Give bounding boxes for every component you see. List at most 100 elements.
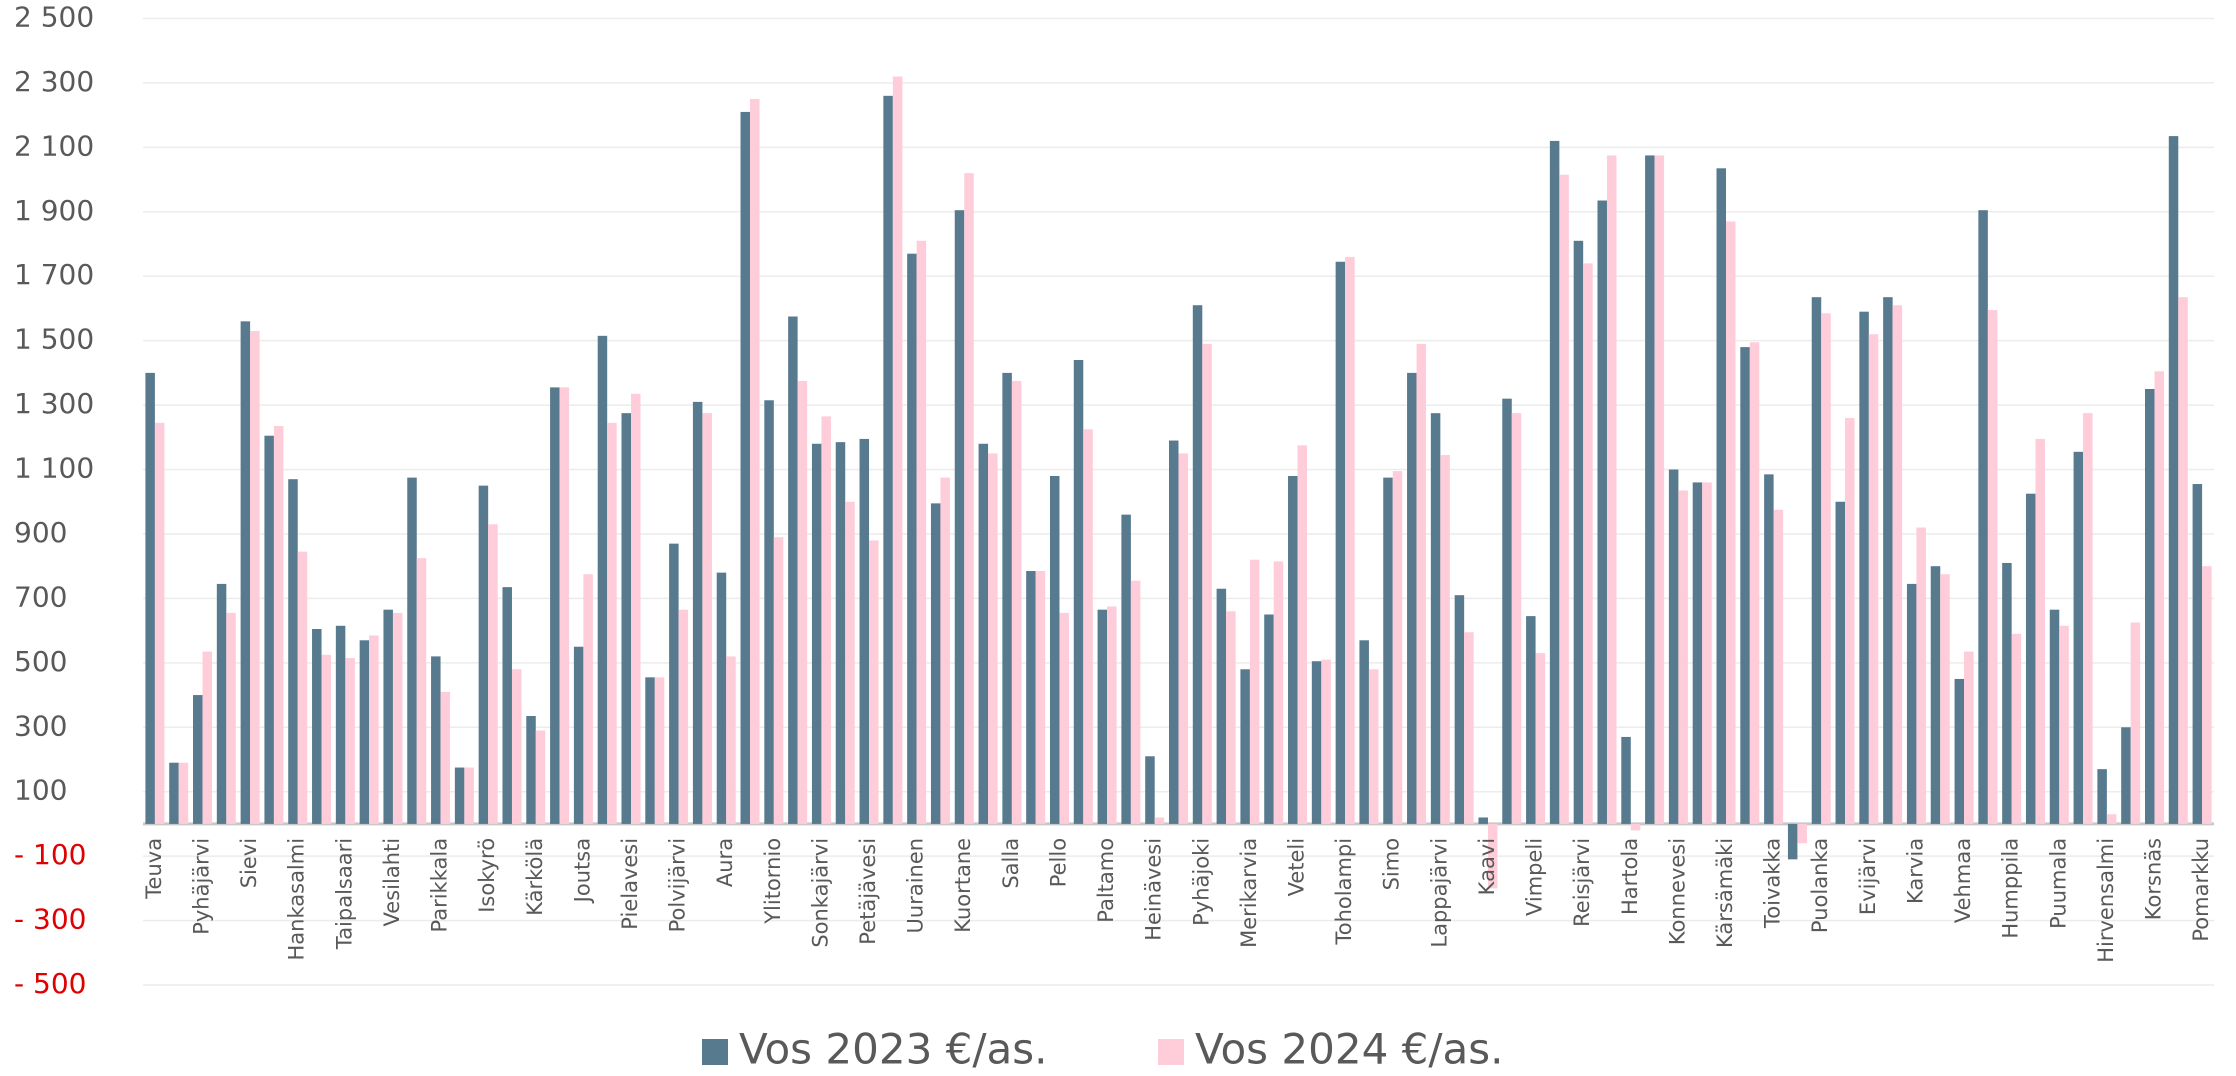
bar <box>583 574 593 824</box>
bar <box>416 558 427 824</box>
bar <box>464 767 474 824</box>
bar <box>1987 310 1998 824</box>
x-tick-label: Puolanka <box>1808 838 1832 933</box>
bar <box>1416 343 1427 824</box>
bar <box>454 767 465 824</box>
bar <box>1964 651 1974 824</box>
bar <box>2097 769 2107 824</box>
bar <box>1940 574 1950 824</box>
x-tick-label: Kuortane <box>951 838 975 933</box>
y-tick-label: 2 300 <box>14 65 94 98</box>
bar <box>369 635 379 824</box>
bar <box>1273 561 1284 824</box>
bar <box>1226 611 1236 824</box>
x-tick-label: Aura <box>713 838 737 887</box>
bar <box>954 210 965 824</box>
x-tick-label: Petäjävesi <box>856 838 880 945</box>
bar <box>1216 588 1227 824</box>
x-tick-label: Vimpeli <box>1523 838 1547 916</box>
bar <box>145 372 155 824</box>
x-tick-label: Isokyrö <box>475 838 499 913</box>
bar <box>2035 438 2045 824</box>
bar <box>1678 490 1688 824</box>
bar <box>178 762 189 824</box>
bar <box>1654 155 1665 824</box>
x-tick-label: Vesilahti <box>380 838 404 927</box>
bar <box>1478 817 1488 824</box>
bar <box>988 453 998 824</box>
bar <box>2130 622 2141 824</box>
bar <box>1083 429 1093 824</box>
bar <box>1883 297 1893 824</box>
bar <box>1526 616 1536 824</box>
legend-label: Vos 2024 €/as. <box>1195 1025 1503 1074</box>
bar <box>869 540 879 824</box>
bar <box>2154 371 2164 824</box>
bar <box>1978 210 1988 824</box>
bar <box>1288 475 1298 824</box>
x-tick-label: Salla <box>999 838 1023 889</box>
bar <box>1916 527 1926 824</box>
y-tick-label: 900 <box>14 516 67 549</box>
bar <box>940 477 950 824</box>
bar <box>1202 343 1212 824</box>
bar <box>964 173 974 824</box>
x-tick-label: Veteli <box>1285 838 1309 896</box>
bar <box>1835 501 1846 824</box>
bar <box>1345 256 1355 824</box>
bar <box>1621 736 1631 824</box>
bar <box>821 416 831 824</box>
bar <box>431 656 441 824</box>
x-tick-label: Simo <box>1380 838 1404 890</box>
bar <box>930 503 941 824</box>
bar <box>312 629 322 824</box>
x-tick-label: Uurainen <box>904 838 928 934</box>
bar <box>669 543 679 824</box>
bar <box>1645 155 1655 824</box>
x-tick-label: Sonkajärvi <box>808 838 832 948</box>
x-tick-label: Hartola <box>1618 838 1642 915</box>
bar <box>1368 669 1379 824</box>
bar <box>607 422 617 824</box>
bar <box>1859 311 1869 824</box>
bar <box>797 380 808 824</box>
bar <box>1954 678 1965 824</box>
bar <box>1692 482 1703 824</box>
y-tick-label: 1 300 <box>14 387 94 420</box>
bar <box>1335 261 1346 824</box>
bar <box>2011 633 2022 824</box>
bar <box>2192 484 2203 824</box>
bar <box>1764 474 1774 824</box>
bar <box>1392 471 1403 824</box>
y-tick-label: 1 500 <box>14 323 94 356</box>
bar <box>1240 669 1250 824</box>
bar <box>1464 632 1474 824</box>
bar <box>773 537 784 824</box>
bar <box>1821 313 1831 824</box>
x-tick-label: Teuva <box>142 838 166 900</box>
bar <box>559 387 570 824</box>
bar <box>488 524 498 824</box>
bar <box>478 485 489 824</box>
bar <box>250 331 260 824</box>
bar <box>2002 562 2012 824</box>
bar <box>1559 174 1569 824</box>
bar <box>440 691 451 824</box>
x-tick-label: Pomarkku <box>2189 838 2213 942</box>
bar <box>2144 388 2155 824</box>
bar <box>1321 659 1331 824</box>
bar <box>1107 606 1117 824</box>
x-tick-label: Korsnäs <box>2141 838 2165 920</box>
legend-swatch <box>702 1039 728 1065</box>
bar <box>2168 136 2179 824</box>
x-tick-label: Pielavesi <box>618 838 642 930</box>
bar <box>335 625 346 824</box>
bar <box>1026 571 1036 824</box>
bar <box>264 435 274 824</box>
bar <box>1749 342 1760 824</box>
bar <box>511 669 522 824</box>
legend-swatch <box>1158 1039 1184 1065</box>
x-tick-label: Reisjärvi <box>1570 838 1594 927</box>
bar <box>1487 823 1498 889</box>
bar <box>678 609 689 824</box>
